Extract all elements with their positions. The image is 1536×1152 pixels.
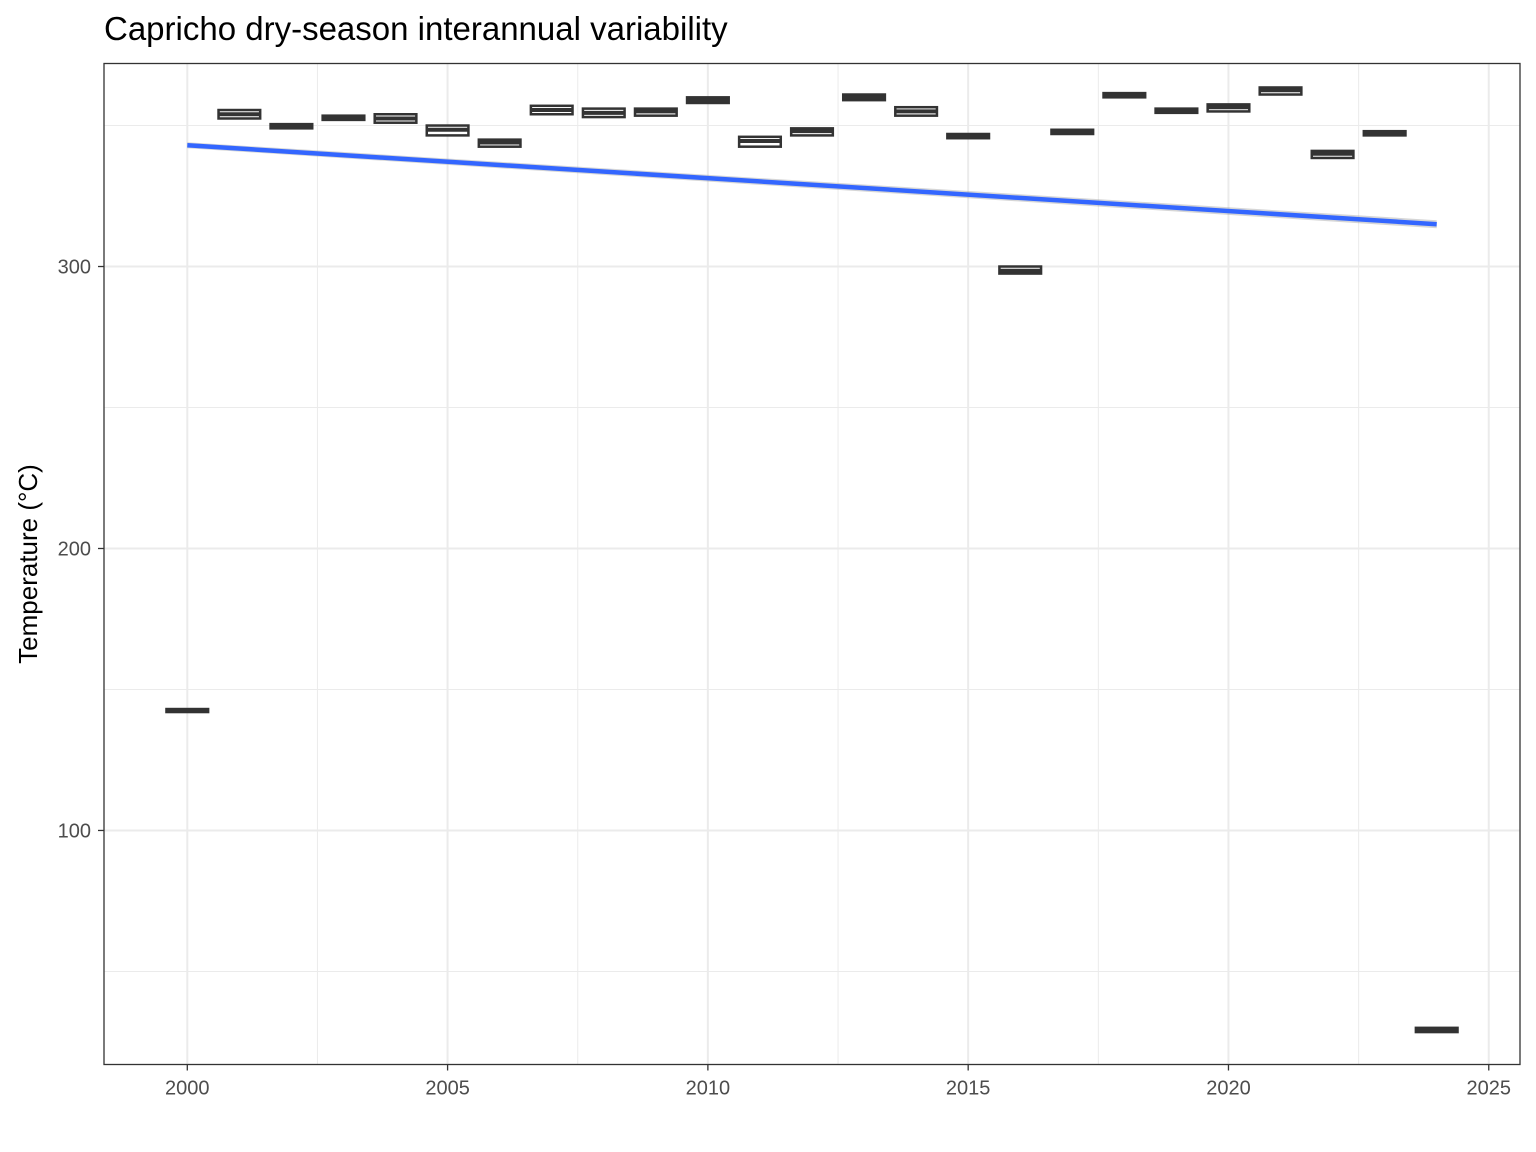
trend-line	[187, 143, 1437, 227]
x-tick-label: 2015	[946, 1078, 991, 1100]
x-tick-label: 2005	[425, 1078, 470, 1100]
y-tick-label: 300	[58, 257, 91, 279]
chart-title: Capricho dry-season interannual variabil…	[104, 10, 728, 47]
box-layer	[165, 86, 1459, 1034]
y-tick-label: 200	[58, 538, 91, 560]
x-tick-label: 2010	[686, 1078, 731, 1100]
x-tick-label: 2020	[1206, 1078, 1251, 1100]
x-tick-label: 2000	[165, 1078, 210, 1100]
y-axis-label: Temperature (°C)	[13, 464, 43, 664]
x-tick-label: 2025	[1467, 1078, 1512, 1100]
trend-layer	[187, 142, 1437, 229]
axis-layer: 2000 2005 2010 2015 2020 2025 100 200 300	[58, 257, 1511, 1100]
y-tick-label: 100	[58, 820, 91, 842]
grid-layer	[104, 63, 1520, 1065]
panel-border	[103, 62, 1521, 1066]
